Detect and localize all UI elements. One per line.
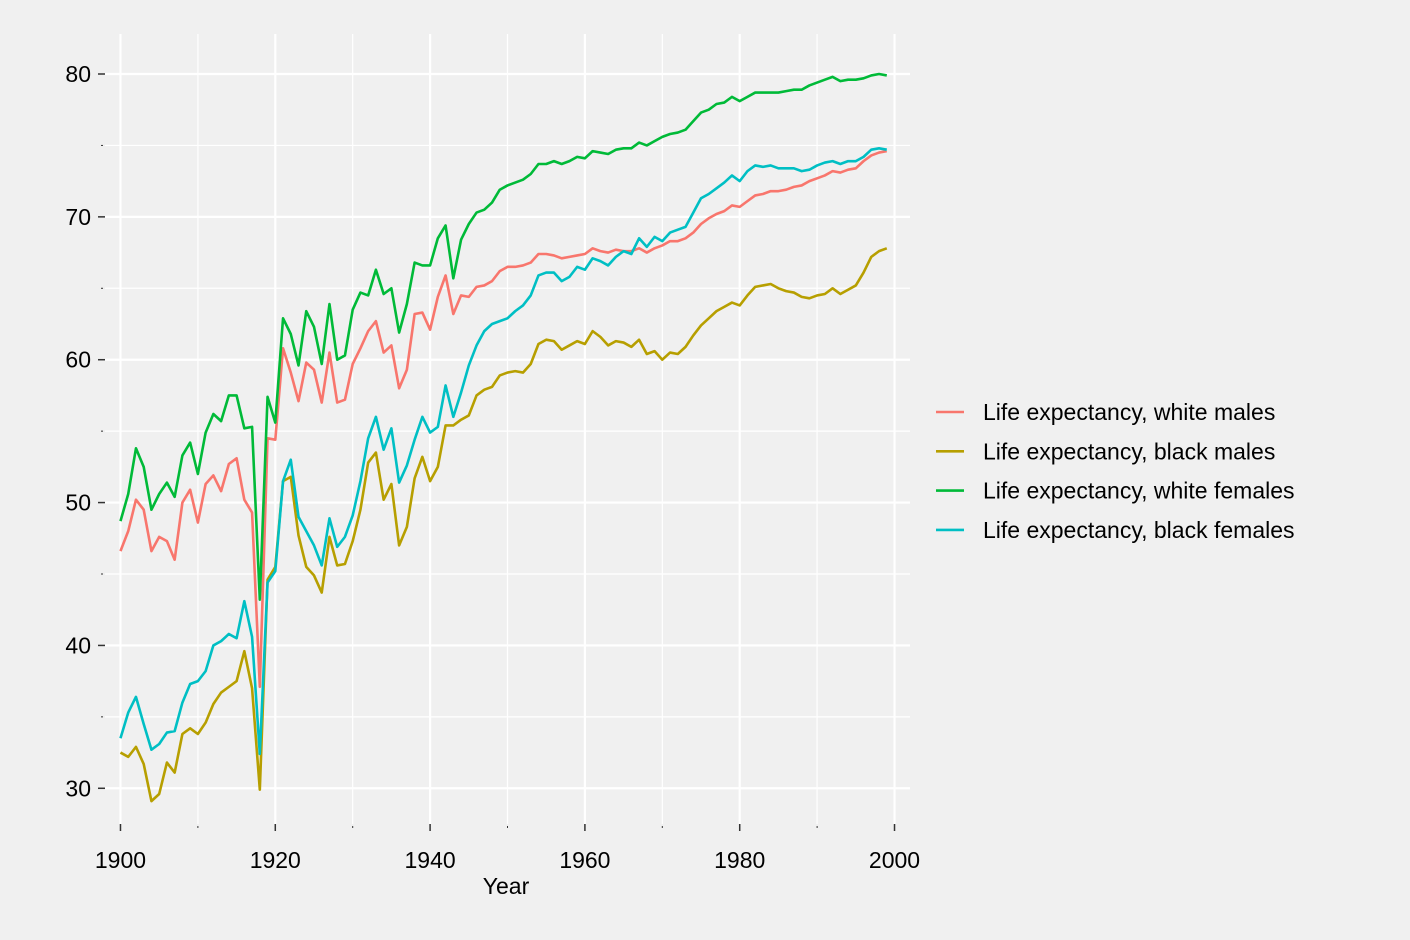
legend-label-1: Life expectancy, white males [983, 399, 1275, 425]
series-lines [119, 72, 888, 803]
series-line-2 [119, 247, 888, 803]
y-tick-label: 60 [65, 347, 91, 373]
x-tick-label: 1920 [250, 847, 301, 873]
x-tick-label: 1980 [714, 847, 765, 873]
legend-label-3: Life expectancy, white females [983, 478, 1295, 504]
y-tick-label: 50 [65, 490, 91, 516]
x-tick-label: 1940 [405, 847, 456, 873]
series-line-1 [119, 149, 888, 689]
legend-label-2: Life expectancy, black males [983, 438, 1275, 464]
series-line-4 [119, 146, 888, 756]
legend: Life expectancy, white males Life expecta… [936, 399, 1295, 543]
y-tick-label: 40 [65, 632, 91, 658]
series-line-3 [119, 72, 888, 602]
y-tick-label: 80 [65, 61, 91, 87]
grid-lines [105, 34, 910, 824]
x-tick-label: 1960 [559, 847, 610, 873]
axes: 30 40 50 60 70 80 1900 1920 1940 1960 1980 2000 [65, 61, 920, 873]
y-tick-label: 70 [65, 204, 91, 230]
x-axis-title: Year [483, 873, 530, 899]
x-tick-label: 1900 [95, 847, 146, 873]
x-tick-label: 2000 [869, 847, 920, 873]
legend-label-4: Life expectancy, black females [983, 517, 1295, 543]
y-tick-label: 30 [65, 775, 91, 801]
